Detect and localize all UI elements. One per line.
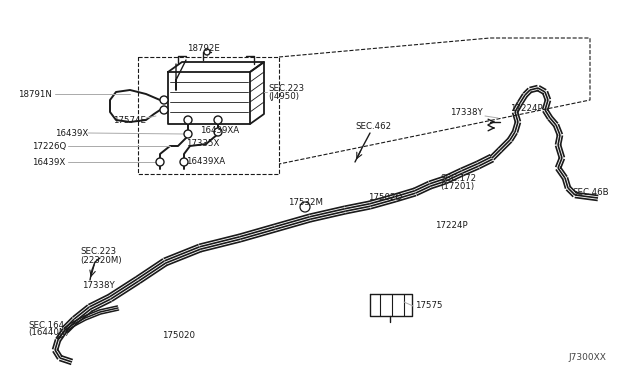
Text: 17226Q: 17226Q xyxy=(32,141,67,151)
Text: J7300XX: J7300XX xyxy=(568,353,606,362)
Text: 17502Q: 17502Q xyxy=(368,192,403,202)
Circle shape xyxy=(180,158,188,166)
Circle shape xyxy=(214,116,222,124)
Circle shape xyxy=(184,116,192,124)
Text: 17338Y: 17338Y xyxy=(82,280,115,289)
Circle shape xyxy=(204,49,210,55)
Text: 17224P: 17224P xyxy=(435,221,468,230)
Text: 16439X: 16439X xyxy=(55,128,88,138)
Text: (J4950): (J4950) xyxy=(268,92,299,100)
Circle shape xyxy=(184,130,192,138)
Text: 16439XA: 16439XA xyxy=(186,157,225,166)
Text: SEC.462: SEC.462 xyxy=(355,122,391,131)
Text: (17201): (17201) xyxy=(440,182,474,190)
Text: SEC.223: SEC.223 xyxy=(268,83,304,93)
Text: (22320M): (22320M) xyxy=(80,256,122,264)
Text: 17224P: 17224P xyxy=(510,103,543,112)
Circle shape xyxy=(300,202,310,212)
Circle shape xyxy=(160,106,168,114)
Text: SEC.172: SEC.172 xyxy=(440,173,476,183)
Text: 16439XA: 16439XA xyxy=(200,125,239,135)
Text: 17338Y: 17338Y xyxy=(450,108,483,116)
Text: 175020: 175020 xyxy=(162,330,195,340)
Circle shape xyxy=(156,158,164,166)
Text: (16440N): (16440N) xyxy=(28,328,68,337)
Text: 18792E: 18792E xyxy=(187,44,220,52)
Text: 17574E: 17574E xyxy=(113,115,146,125)
Text: 17575: 17575 xyxy=(415,301,442,311)
Text: SEC.164: SEC.164 xyxy=(28,321,64,330)
Text: SEC.46B: SEC.46B xyxy=(572,187,609,196)
Text: 18791N: 18791N xyxy=(18,90,52,99)
Text: 17335X: 17335X xyxy=(186,138,220,148)
Text: SEC.223: SEC.223 xyxy=(80,247,116,257)
Text: 17532M: 17532M xyxy=(288,198,323,206)
Text: 16439X: 16439X xyxy=(32,157,65,167)
Circle shape xyxy=(160,96,168,104)
Circle shape xyxy=(214,128,222,136)
